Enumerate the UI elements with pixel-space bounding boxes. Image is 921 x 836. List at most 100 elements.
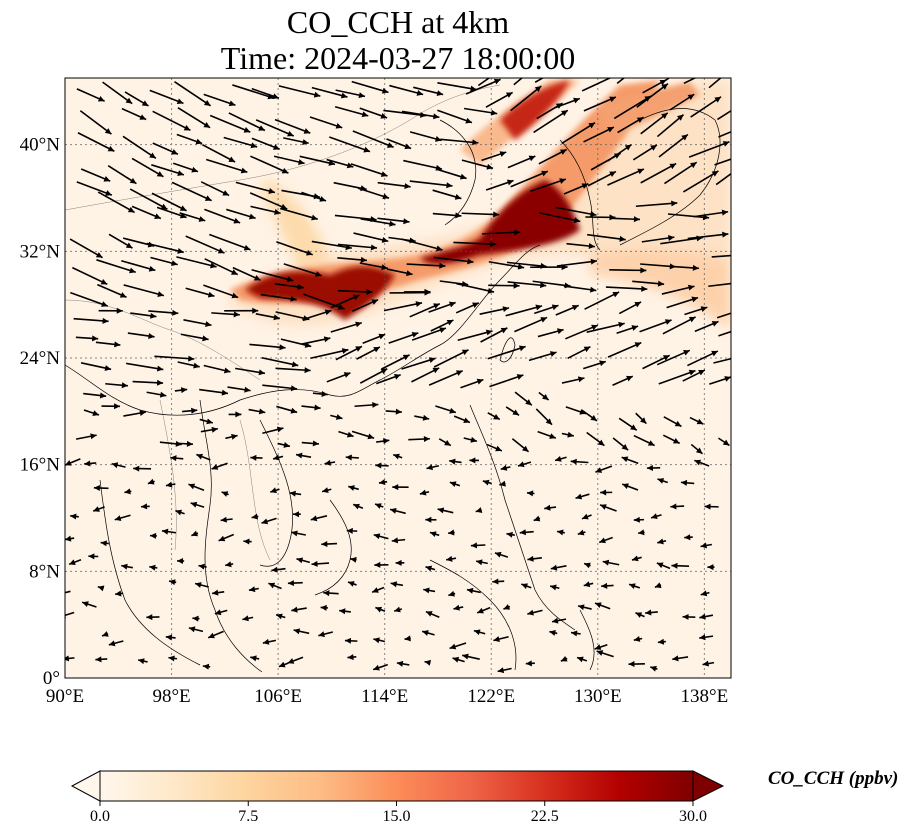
- colorbar-ticks: 0.0 7.5 15.0 22.5 30.0: [90, 801, 707, 825]
- wind-arrow: [251, 513, 259, 520]
- wind-arrow: [513, 78, 524, 86]
- wind-arrow: [477, 78, 491, 87]
- wind-arrow: [283, 137, 309, 145]
- wind-arrow: [448, 529, 455, 536]
- wind-arrow: [401, 238, 443, 252]
- wind-arrow: [203, 284, 239, 299]
- wind-arrow: [114, 514, 131, 521]
- wind-arrow: [428, 301, 456, 313]
- wind-arrow: [353, 232, 389, 243]
- wind-arrow: [460, 378, 484, 389]
- wind-arrow: [684, 534, 693, 541]
- wind-arrow: [687, 231, 729, 240]
- wind-arrow: [631, 555, 642, 562]
- wind-arrow: [84, 460, 97, 467]
- wind-arrow: [611, 216, 640, 223]
- wind-arrow: [200, 181, 230, 197]
- wind-arrow: [618, 417, 638, 431]
- wind-arrow: [75, 433, 97, 440]
- wind-arrow: [700, 542, 712, 549]
- wind-arrow: [188, 483, 205, 491]
- wind-arrow: [350, 556, 357, 563]
- wind-arrow: [347, 581, 357, 587]
- wind-arrow: [275, 613, 286, 620]
- wind-arrow: [149, 89, 184, 105]
- wind-arrow: [607, 168, 645, 186]
- wind-arrow: [133, 465, 152, 472]
- wind-arrow: [663, 161, 698, 185]
- wind-arrow: [360, 218, 396, 227]
- wind-arrow: [96, 259, 136, 274]
- wind-arrow: [310, 348, 349, 360]
- x-tick-label: 122°E: [467, 686, 515, 707]
- wind-arrow: [270, 487, 280, 494]
- wind-arrow: [602, 559, 620, 566]
- wind-arrow: [514, 391, 533, 406]
- wind-arrow: [550, 564, 567, 571]
- wind-arrow: [570, 458, 589, 465]
- wind-arrow: [283, 263, 322, 277]
- wind-arrow: [83, 409, 100, 416]
- wind-arrow: [595, 465, 613, 473]
- wind-arrow: [359, 368, 388, 384]
- wind-arrow: [277, 442, 291, 448]
- wind-arrow: [392, 484, 409, 491]
- wind-arrow: [301, 336, 331, 345]
- wind-arrow: [527, 555, 542, 562]
- wind-arrow: [289, 490, 302, 497]
- wind-arrow: [381, 354, 410, 370]
- wind-arrow: [262, 384, 298, 392]
- wind-arrow: [476, 606, 491, 614]
- wind-arrow: [303, 293, 345, 310]
- wind-arrow: [203, 93, 236, 107]
- wind-arrow: [446, 555, 457, 562]
- wind-arrow: [632, 144, 658, 161]
- wind-arrow: [657, 538, 667, 545]
- wind-arrow: [669, 93, 695, 111]
- wind-arrow: [475, 559, 488, 566]
- wind-arrow: [209, 233, 251, 251]
- wind-arrow: [581, 409, 598, 422]
- wind-arrow: [293, 628, 310, 635]
- wind-arrow: [101, 403, 121, 410]
- wind-arrow: [466, 587, 481, 594]
- wind-arrow: [641, 235, 675, 243]
- wind-arrow: [272, 454, 284, 461]
- colorbar-tick-label: 22.5: [531, 808, 559, 825]
- wind-arrow: [682, 613, 696, 620]
- wind-arrow: [375, 373, 401, 385]
- wind-arrow: [517, 461, 532, 468]
- wind-arrow: [205, 158, 248, 174]
- wind-arrow: [594, 644, 608, 650]
- wind-arrow: [350, 163, 388, 177]
- wind-arrow: [425, 516, 437, 523]
- wind-arrow: [430, 319, 454, 332]
- wind-arrow: [223, 136, 258, 149]
- wind-arrow: [401, 110, 440, 120]
- wind-arrow: [108, 233, 133, 249]
- wind-arrow: [352, 503, 364, 510]
- wind-arrow: [654, 582, 662, 589]
- wind-arrow: [419, 489, 430, 496]
- wind-arrow: [356, 346, 381, 360]
- wind-arrow: [561, 376, 585, 384]
- wind-arrow: [598, 536, 613, 544]
- wind-arrow: [275, 367, 311, 374]
- wind-arrow: [656, 562, 671, 570]
- wind-arrow: [596, 650, 614, 658]
- wind-arrow: [690, 443, 703, 455]
- wind-arrow: [539, 212, 581, 224]
- wind-arrow: [121, 259, 156, 272]
- wind-arrow: [178, 440, 193, 447]
- wind-arrow: [386, 268, 413, 277]
- wind-arrow: [481, 151, 507, 162]
- concentration-field: [65, 78, 731, 678]
- wind-arrow: [599, 504, 617, 512]
- wind-arrow: [570, 630, 581, 637]
- wind-arrow: [646, 464, 661, 471]
- wind-arrow: [301, 404, 321, 411]
- wind-arrow: [576, 656, 588, 663]
- wind-arrow: [373, 533, 389, 540]
- wind-arrow: [203, 364, 231, 374]
- wind-arrow: [93, 485, 109, 492]
